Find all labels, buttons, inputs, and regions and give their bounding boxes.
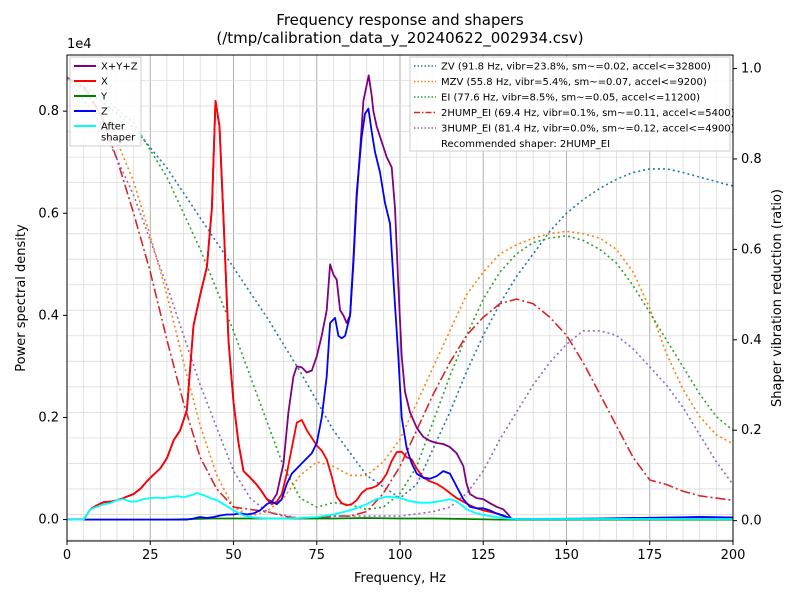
- psd-line-x: [67, 100, 733, 521]
- y-axis-label: Power spectral density: [14, 224, 29, 372]
- y2-ticks: 0.0 0.2 0.4 0.6 0.8 1.0: [733, 62, 762, 529]
- y2-tick-label: 0.8: [741, 152, 762, 167]
- y2-tick-label: 0.0: [741, 514, 762, 529]
- y-ticks: 0.0 0.2 0.4 0.6 0.8: [38, 104, 67, 528]
- psd-legend-box: [69, 56, 142, 147]
- shaper-line-mzv: [66, 76, 734, 517]
- x-tick-label: 200: [721, 548, 746, 563]
- y2-axis-label: Shaper vibration reduction (ratio): [770, 189, 785, 407]
- chart-title-line1: Frequency response and shapers: [276, 11, 524, 29]
- shaper-legend-label: 2HUMP_EI (69.4 Hz, vibr=0.1%, sm~=0.11, …: [441, 108, 735, 119]
- y-tick-label: 0.4: [38, 308, 59, 323]
- psd-legend-label-line1: After: [101, 122, 126, 133]
- x-tick-label: 100: [388, 548, 413, 563]
- y-tick-label: 0.2: [38, 410, 59, 425]
- psd-legend-label: X: [101, 77, 108, 88]
- shaper-legend-label: 3HUMP_EI (81.4 Hz, vibr=0.0%, sm~=0.12, …: [441, 124, 735, 135]
- shaper-line-zv: [66, 76, 734, 500]
- shaper-legend-label: EI (77.6 Hz, vibr=8.5%, sm~=0.05, accel<…: [441, 93, 700, 104]
- x-tick-label: 125: [471, 548, 496, 563]
- chart-title-line2: (/tmp/calibration_data_y_20240622_002934…: [216, 29, 583, 48]
- psd-legend-label: X+Y+Z: [101, 62, 138, 73]
- y-axis-exponent: 1e4: [67, 37, 92, 52]
- shaper-legend: ZV (91.8 Hz, vibr=23.8%, sm~=0.02, accel…: [409, 56, 735, 152]
- psd-line-z: [67, 107, 734, 521]
- x-tick-label: 25: [142, 548, 159, 563]
- shaper-legend-label: ZV (91.8 Hz, vibr=23.8%, sm~=0.02, accel…: [441, 62, 711, 73]
- y2-tick-label: 0.6: [741, 242, 762, 257]
- x-axis-label: Frequency, Hz: [354, 571, 446, 586]
- psd-lines: [67, 74, 734, 521]
- psd-line-after-shaper: [67, 492, 733, 521]
- shaper-legend-label: MZV (55.8 Hz, vibr=5.4%, sm~=0.07, accel…: [441, 77, 707, 88]
- y2-tick-label: 1.0: [741, 62, 762, 77]
- psd-legend-label: Y: [100, 92, 108, 103]
- y-tick-label: 0.6: [38, 206, 59, 221]
- shaper-line-ei: [66, 76, 734, 511]
- recommended-shaper-label: Recommended shaper: 2HUMP_EI: [441, 139, 610, 150]
- psd-legend-label-line2: shaper: [101, 133, 136, 144]
- y2-tick-label: 0.2: [741, 423, 762, 438]
- x-tick-label: 150: [554, 548, 579, 563]
- shaper-lines: [66, 76, 734, 520]
- x-tick-label: 175: [637, 548, 662, 563]
- x-ticks: 0 25 50 75 100 125 150 175 200: [63, 541, 746, 563]
- shaper-line-2hump-ei: [66, 76, 734, 520]
- shaper-legend-box: [409, 56, 731, 152]
- x-tick-label: 75: [308, 548, 325, 563]
- psd-legend-label: Z: [101, 107, 108, 118]
- y-tick-label: 0.8: [38, 104, 59, 119]
- y-tick-label: 0.0: [38, 513, 59, 528]
- x-tick-label: 50: [225, 548, 242, 563]
- shaper-line-3hump-ei: [66, 77, 734, 520]
- x-tick-label: 0: [63, 548, 71, 563]
- y2-tick-label: 0.4: [741, 333, 762, 348]
